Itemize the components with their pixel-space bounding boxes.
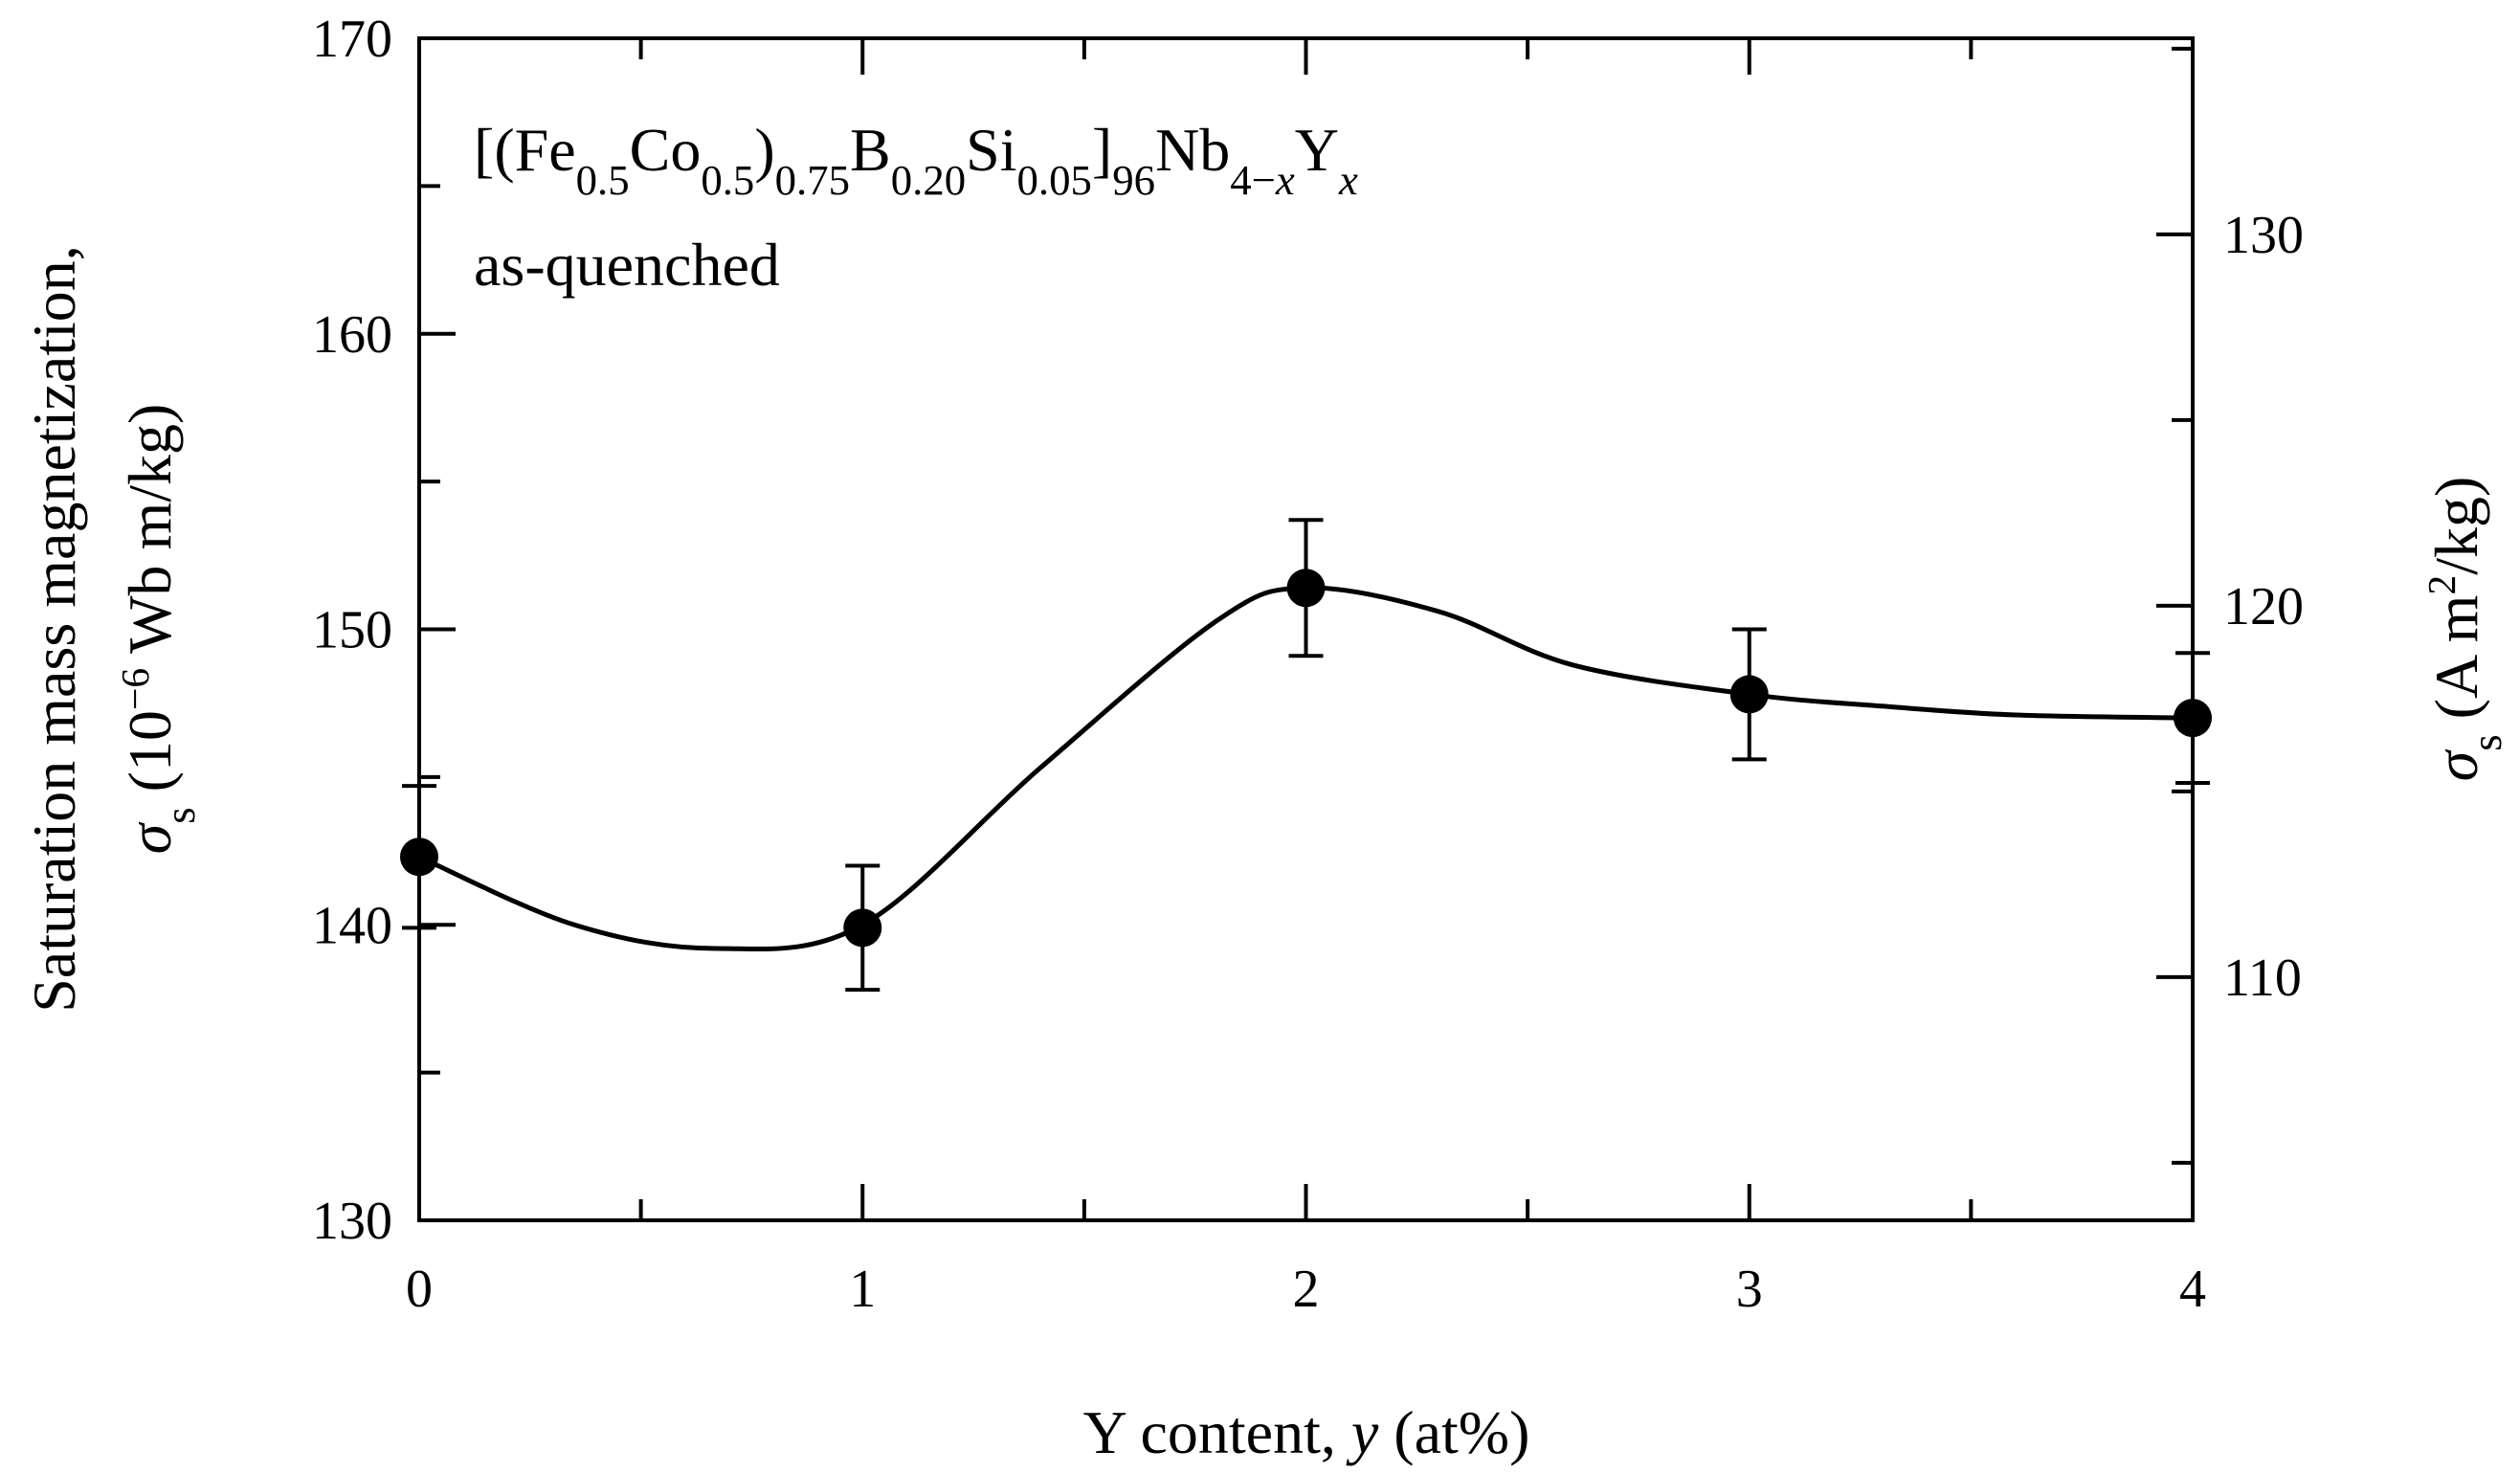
- rich-text-part: (10: [116, 710, 184, 807]
- annotation-formula: [(Fe0.5Co0.5)0.75B0.20Si0.05]96Nb4−xYx: [474, 116, 1358, 204]
- x-tick-label: 4: [2179, 1260, 2206, 1319]
- x-tick-label: 1: [849, 1260, 876, 1319]
- rich-text-part: 0.20: [891, 156, 966, 204]
- rich-text-part: s: [156, 807, 204, 823]
- data-points: [400, 569, 2212, 948]
- rich-text-part: s: [2463, 734, 2510, 750]
- x-tick-label: 0: [406, 1260, 433, 1319]
- y2-tick-label: 110: [2223, 949, 2302, 1008]
- y-axis-title-line2: σs (10−6 Wb m/kg): [113, 404, 204, 855]
- x-tick-label: 2: [1293, 1260, 1320, 1319]
- x-axis-title: Y content, y (at%): [1083, 1398, 1530, 1466]
- rich-text-part: (A m: [2422, 595, 2490, 735]
- data-point: [843, 908, 882, 948]
- rich-text-part: [(Fe: [474, 116, 576, 184]
- y-tick-label: 170: [312, 10, 392, 69]
- rich-text-part: (at%): [1378, 1398, 1529, 1466]
- axis-tick-labels: 0 1 2 3 4 130 140 150 160 170 110 120 130: [312, 10, 2304, 1319]
- rich-text-part: 0.75: [775, 156, 850, 204]
- y-tick-label: 140: [312, 896, 392, 955]
- rich-text-part: 0.5: [576, 156, 630, 204]
- axis-ticks: [417, 36, 2195, 1222]
- rich-text-part: 0.5: [701, 156, 754, 204]
- rich-text-part: −6: [113, 668, 157, 710]
- data-point: [2174, 699, 2212, 738]
- y2-tick-label: 130: [2223, 206, 2304, 265]
- rich-text-part: Y: [1295, 116, 1339, 184]
- y2-axis-title: σs (A m2/kg): [2420, 477, 2510, 782]
- rich-text-part: y: [1346, 1398, 1379, 1466]
- rich-text-part: Wb m/kg): [116, 404, 184, 668]
- y-tick-label: 150: [312, 601, 392, 660]
- rich-text-part: Si: [966, 116, 1016, 184]
- rich-text-part: 2: [2420, 575, 2464, 595]
- annotation-condition: as-quenched: [474, 231, 780, 299]
- rich-text-part: x: [1275, 156, 1295, 204]
- rich-text-part: B: [850, 116, 891, 184]
- rich-text-part: x: [1338, 156, 1358, 204]
- y-tick-label: 130: [312, 1192, 392, 1251]
- rich-text-part: ): [754, 116, 774, 184]
- rich-text-part: /kg): [2422, 477, 2490, 575]
- rich-text-part: Nb: [1155, 116, 1230, 184]
- rich-text-part: Co: [630, 116, 702, 184]
- data-point: [400, 837, 438, 877]
- data-point: [1286, 569, 1326, 608]
- rich-text-part: σ: [2422, 748, 2490, 781]
- y2-tick-label: 120: [2223, 577, 2304, 636]
- data-point: [1729, 675, 1769, 714]
- rich-text-part: 96: [1112, 156, 1155, 204]
- rich-text-part: σ: [116, 821, 184, 854]
- rich-text-part: Y content,: [1083, 1398, 1351, 1466]
- rich-text-part: 0.05: [1017, 156, 1092, 204]
- x-tick-label: 3: [1736, 1260, 1763, 1319]
- y-tick-label: 160: [312, 305, 392, 365]
- rich-text-part: 4−: [1230, 156, 1276, 204]
- rich-text-part: ]: [1092, 116, 1112, 184]
- y-axis-title-line1: Saturation mass magnetization,: [20, 245, 88, 1013]
